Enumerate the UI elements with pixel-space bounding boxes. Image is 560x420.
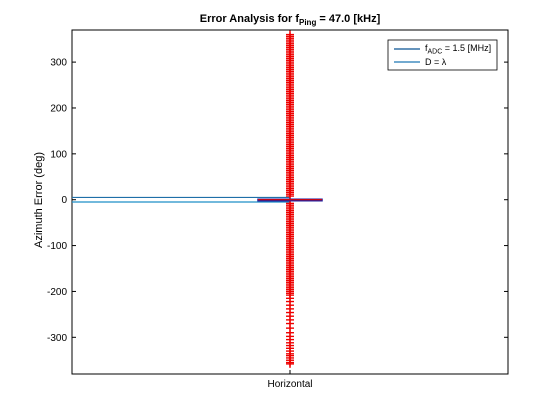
y-tick-label: 200 xyxy=(50,103,67,114)
chart-title: Error Analysis for fPing = 47.0 [kHz] xyxy=(200,13,381,27)
outlier-marker xyxy=(286,359,294,368)
legend-box xyxy=(387,39,498,71)
chart-title-subscript: Ping xyxy=(299,18,316,27)
box-plot xyxy=(257,198,323,202)
legend-entry-d-lambda: D = λ xyxy=(425,57,447,67)
y-tick-label: 100 xyxy=(50,149,67,160)
y-tick-label: 300 xyxy=(50,58,67,69)
y-tick-label: -300 xyxy=(47,333,67,344)
legend-entry-fadc: fADC = 1.5 [MHz] xyxy=(425,43,491,56)
reference-lines xyxy=(72,196,290,203)
y-tick-label: 0 xyxy=(61,195,67,206)
legend-entry-fadc-subscript: ADC xyxy=(428,49,443,56)
outlier-markers xyxy=(286,30,294,368)
y-tick-label: -200 xyxy=(47,287,67,298)
chart-title-suffix: = 47.0 [kHz] xyxy=(316,13,380,25)
y-axis-label: Azimuth Error (deg) xyxy=(33,152,45,248)
legend-entry-d-lambda-prefix: D = λ xyxy=(425,57,447,67)
legend-entry-fadc-prefix: f xyxy=(425,43,428,53)
legend: fADC = 1.5 [MHz] D = λ xyxy=(387,39,498,71)
y-tick-label: -100 xyxy=(47,241,67,252)
legend-entry-fadc-suffix: = 1.5 [MHz] xyxy=(442,43,491,53)
chart-title-prefix: Error Analysis for f xyxy=(200,13,300,25)
y-axis: -300 -200 -100 0 100 200 300 xyxy=(47,58,508,344)
x-tick-label: Horizontal xyxy=(267,379,312,390)
